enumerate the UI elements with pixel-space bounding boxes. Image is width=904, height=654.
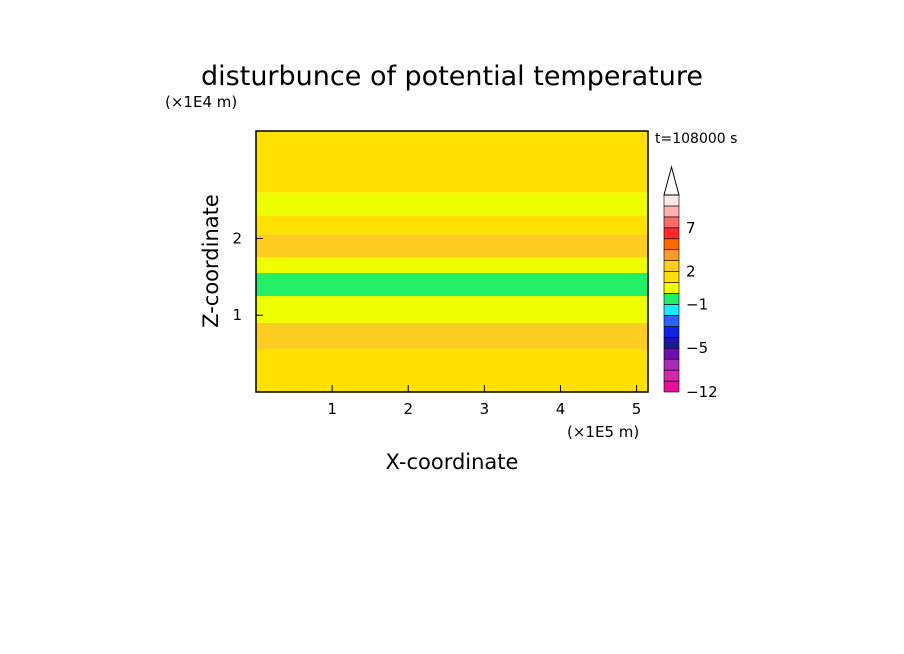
y-axis-label: Z-coordinate [199, 194, 223, 328]
colorbar-label: −12 [686, 383, 718, 401]
colorbar-swatch [663, 304, 680, 316]
colorbar-label: 7 [686, 219, 696, 237]
colorbar-label: 2 [686, 263, 696, 281]
colorbar-swatch [663, 194, 680, 207]
x-axis-unit: (×1E5 m) [567, 423, 639, 441]
colorbar-swatch [663, 380, 680, 393]
colorbar-swatch [663, 282, 680, 294]
y-axis-ticks: 12 [232, 229, 263, 324]
y-tick-label: 1 [232, 306, 242, 324]
colorbar-swatch [663, 227, 680, 240]
colorbar-extend-arrow [663, 165, 680, 196]
colorbar-swatch [663, 216, 680, 229]
y-tick-label: 2 [232, 229, 242, 247]
colorbar-label: −5 [686, 339, 708, 357]
colorbar-swatch [663, 326, 680, 338]
field-band [256, 322, 648, 350]
colorbar-swatch [663, 271, 680, 283]
colorbar-swatch [663, 249, 680, 261]
chart-title: disturbunce of potential temperature [201, 61, 703, 92]
x-tick-label: 3 [480, 400, 490, 418]
contour-field [256, 131, 648, 392]
colorbar-swatch [663, 315, 680, 327]
colorbar-label: −1 [686, 295, 708, 313]
colorbar-swatch [663, 238, 680, 251]
colorbar-swatch [663, 336, 680, 349]
x-axis-ticks: 1 2 3 4 5 [327, 385, 641, 418]
colorbar-swatch [663, 205, 680, 218]
field-band [256, 296, 648, 323]
field-band [256, 234, 648, 258]
time-label: t=108000 s [655, 131, 737, 147]
x-tick-label: 4 [556, 400, 566, 418]
colorbar-swatch [663, 260, 680, 272]
x-axis-label: X-coordinate [386, 450, 519, 474]
x-tick-label: 5 [632, 400, 642, 418]
colorbar: 7 2 −1 −5 −12 [663, 165, 718, 401]
field-band [256, 131, 648, 193]
field-band [256, 349, 648, 392]
colorbar-swatch [663, 347, 680, 360]
field-band [256, 192, 648, 216]
plot-frame [255, 130, 649, 393]
x-tick-label: 1 [327, 400, 337, 418]
colorbar-swatch [663, 293, 680, 305]
x-tick-label: 2 [403, 400, 413, 418]
field-band [256, 273, 648, 297]
y-axis-unit: (×1E4 m) [165, 93, 237, 111]
colorbar-swatch [663, 369, 680, 382]
colorbar-swatch [663, 358, 680, 371]
field-band [256, 257, 648, 274]
field-band [256, 215, 648, 235]
